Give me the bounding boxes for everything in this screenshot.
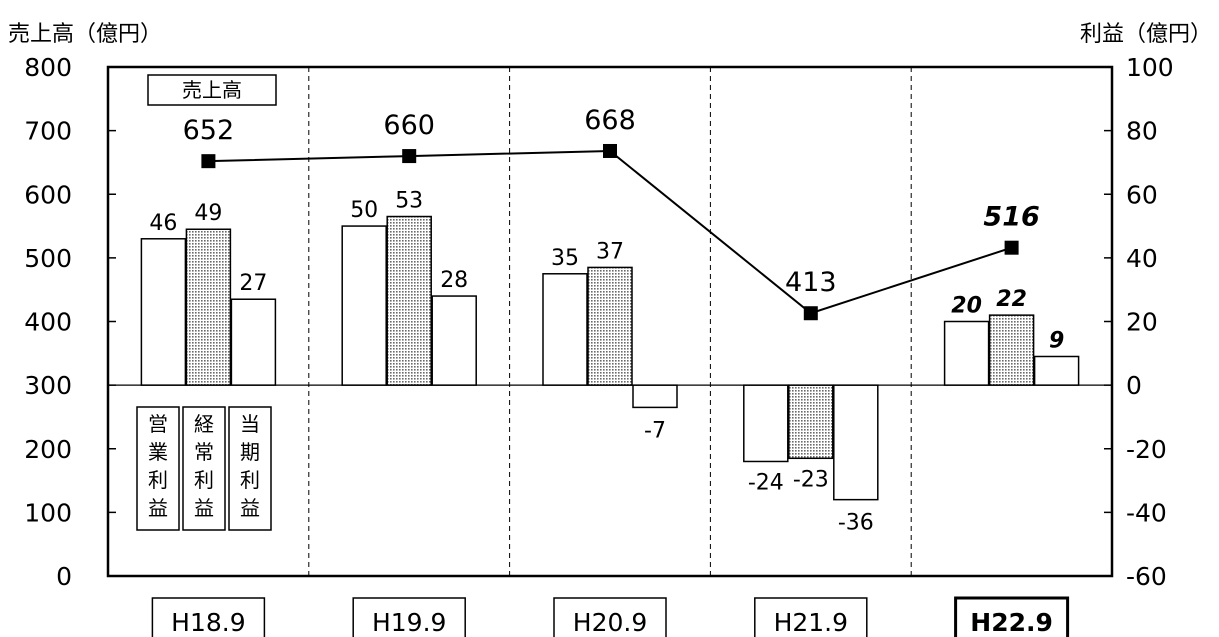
category-label: H20.9: [573, 608, 647, 637]
sales-marker: [201, 154, 216, 169]
right-tick-label: 60: [1126, 180, 1158, 209]
legend-bar-char: 当: [240, 412, 260, 436]
legend-sales: 売上高: [147, 74, 277, 106]
bar-value-label: 49: [194, 201, 222, 226]
legend-bar-box: [228, 406, 272, 531]
bar-value-label: 27: [239, 271, 267, 296]
legend-sales-box: [147, 74, 277, 106]
right-tick-label: -40: [1126, 498, 1167, 527]
bar-value-label: 50: [350, 198, 378, 223]
category-label: H19.9: [372, 608, 446, 637]
sales-marker: [603, 143, 617, 158]
right-tick-label: -60: [1126, 562, 1167, 591]
bar: [587, 266, 633, 386]
legend-bar-char: 利: [148, 468, 168, 492]
legend-bar-char: 営: [148, 412, 168, 436]
left-tick-label: 700: [24, 117, 72, 146]
left-tick-label: 300: [24, 371, 72, 400]
bar-value-label: 28: [440, 268, 468, 293]
sales-value-label: 660: [383, 110, 435, 141]
left-tick-label: 200: [24, 435, 72, 464]
bar-value-label: 35: [551, 246, 579, 271]
right-tick-label: 40: [1126, 244, 1158, 273]
category-labels: H18.9 H19.9 H20.9 H21.9 H22.9: [151, 596, 1070, 637]
bar: [542, 273, 588, 386]
sales-value-label: 516: [983, 202, 1039, 233]
sales-line-series: 652 660 668 413 516: [183, 105, 1040, 321]
bar-value-label: 53: [395, 189, 423, 214]
right-tick-label: 0: [1126, 371, 1142, 400]
left-tick-label: 500: [24, 244, 72, 273]
sales-marker: [803, 306, 818, 321]
bar-value-label: 46: [149, 211, 177, 236]
bar: [386, 215, 432, 386]
legend-bar-char: 常: [194, 440, 214, 464]
left-tick-label: 100: [24, 498, 72, 527]
legend-bar-char: 益: [240, 496, 260, 520]
legend-bar-char: 利: [240, 468, 260, 492]
left-tick-label: 600: [24, 180, 72, 209]
legend-bar-char: 期: [240, 440, 260, 464]
bar-value-label: -36: [838, 511, 874, 536]
bar-value-label: -7: [644, 418, 666, 443]
legend-bar-char: 益: [194, 496, 214, 520]
bar: [788, 384, 834, 460]
bar-value-label: 22: [996, 287, 1027, 312]
category-box: [352, 597, 466, 637]
bar-value-label: -24: [748, 470, 784, 495]
right-tick-label: 80: [1126, 117, 1158, 146]
left-tick-label: 400: [24, 308, 72, 337]
right-tick-label: 20: [1126, 308, 1158, 337]
bar: [943, 320, 990, 386]
legend-bar-char: 益: [148, 496, 168, 520]
category-label: H21.9: [774, 608, 848, 637]
bar: [632, 384, 678, 409]
right-tick-label: 100: [1126, 53, 1174, 82]
right-axis-ticks: -60 -40 -20 0 20 40 60 80 100: [1104, 53, 1174, 591]
legend-bar-box: [182, 406, 226, 531]
category-box: [151, 597, 266, 637]
bar: [431, 295, 477, 386]
left-axis-title: 売上高（億円）: [8, 22, 162, 47]
left-tick-label: 0: [56, 562, 72, 591]
bar-value-label: 20: [951, 294, 982, 319]
category-label: H18.9: [171, 608, 245, 637]
bar: [230, 298, 277, 386]
left-axis-ticks: 0 100 200 300 400 500 600 700 800: [24, 53, 116, 591]
legend-bar-char: 経: [194, 412, 214, 436]
bar-value-label: 9: [1049, 328, 1064, 353]
legend-bar-char: 利: [194, 468, 214, 492]
category-separators: [308, 67, 912, 576]
sales-marker: [1004, 240, 1019, 255]
legend-bar-box: [136, 406, 180, 531]
bar: [833, 384, 879, 501]
data-labels: 46 49 27 50 53 28 35 37 -7 -24 -23 -36 20 22 9: [149, 189, 1064, 536]
bar: [140, 238, 187, 386]
bar-value-label: -23: [793, 467, 829, 492]
bar: [185, 228, 232, 386]
sales-marker: [402, 149, 417, 164]
sales-value-label: 413: [785, 267, 837, 298]
bar: [743, 384, 789, 463]
category-label: H22.9: [970, 608, 1053, 637]
category-box: [754, 597, 868, 637]
left-tick-label: 800: [24, 53, 72, 82]
category-box: [954, 596, 1070, 637]
legend-sales-label: 売上高: [182, 78, 242, 102]
bar: [988, 314, 1035, 386]
right-axis-title: 利益（億円）: [1080, 22, 1212, 47]
sales-value-label: 652: [183, 115, 235, 146]
category-box: [553, 597, 667, 637]
legend-bar-char: 業: [148, 440, 168, 464]
bar: [1033, 355, 1080, 386]
bar-value-label: 37: [596, 239, 624, 264]
right-tick-label: -20: [1126, 435, 1167, 464]
bar: [341, 225, 387, 386]
sales-value-label: 668: [584, 105, 636, 136]
